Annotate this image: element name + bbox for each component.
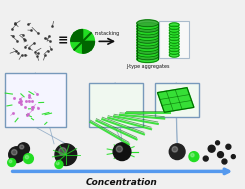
Ellipse shape: [137, 39, 159, 46]
Ellipse shape: [137, 47, 159, 54]
Circle shape: [18, 143, 29, 155]
Polygon shape: [158, 88, 194, 112]
Circle shape: [172, 146, 178, 152]
Circle shape: [20, 145, 24, 149]
Circle shape: [25, 155, 29, 159]
Ellipse shape: [169, 23, 179, 27]
Circle shape: [8, 159, 16, 167]
Polygon shape: [71, 29, 83, 41]
Circle shape: [113, 143, 131, 160]
Circle shape: [116, 146, 122, 152]
Text: J-type aggregates: J-type aggregates: [126, 64, 169, 69]
Ellipse shape: [169, 34, 179, 38]
Circle shape: [191, 153, 194, 157]
Circle shape: [71, 29, 94, 53]
Ellipse shape: [137, 25, 159, 32]
Ellipse shape: [137, 42, 159, 49]
FancyBboxPatch shape: [88, 83, 143, 127]
Ellipse shape: [137, 22, 159, 29]
Ellipse shape: [169, 31, 179, 35]
Ellipse shape: [137, 36, 159, 43]
Ellipse shape: [137, 45, 159, 52]
Ellipse shape: [169, 37, 179, 41]
FancyBboxPatch shape: [5, 73, 66, 127]
Circle shape: [208, 145, 215, 152]
Text: ≡: ≡: [58, 35, 68, 48]
Circle shape: [216, 141, 220, 145]
Ellipse shape: [137, 56, 159, 63]
Ellipse shape: [169, 28, 179, 32]
Ellipse shape: [169, 48, 179, 52]
Ellipse shape: [137, 50, 159, 57]
Text: π-stacking: π-stacking: [95, 31, 120, 36]
Circle shape: [226, 144, 231, 149]
Ellipse shape: [169, 42, 179, 46]
Ellipse shape: [137, 31, 159, 38]
Circle shape: [12, 149, 17, 155]
FancyBboxPatch shape: [159, 21, 189, 58]
Ellipse shape: [169, 53, 179, 57]
Ellipse shape: [137, 34, 159, 40]
Ellipse shape: [137, 20, 159, 27]
Ellipse shape: [169, 45, 179, 49]
Circle shape: [59, 148, 66, 155]
Text: Concentration: Concentration: [86, 178, 158, 187]
FancyBboxPatch shape: [155, 83, 199, 117]
Ellipse shape: [137, 53, 159, 60]
Polygon shape: [83, 41, 94, 53]
Circle shape: [189, 152, 199, 162]
Circle shape: [203, 156, 208, 161]
Ellipse shape: [169, 26, 179, 29]
Circle shape: [169, 144, 185, 160]
Circle shape: [24, 154, 33, 163]
Ellipse shape: [169, 39, 179, 43]
Circle shape: [218, 152, 223, 158]
Circle shape: [55, 160, 63, 168]
FancyArrowPatch shape: [12, 169, 229, 174]
Ellipse shape: [137, 28, 159, 35]
Circle shape: [222, 159, 227, 164]
Circle shape: [9, 147, 24, 163]
Circle shape: [9, 160, 12, 163]
Circle shape: [231, 155, 235, 159]
Circle shape: [55, 144, 77, 166]
Circle shape: [56, 162, 59, 165]
Ellipse shape: [169, 50, 179, 54]
